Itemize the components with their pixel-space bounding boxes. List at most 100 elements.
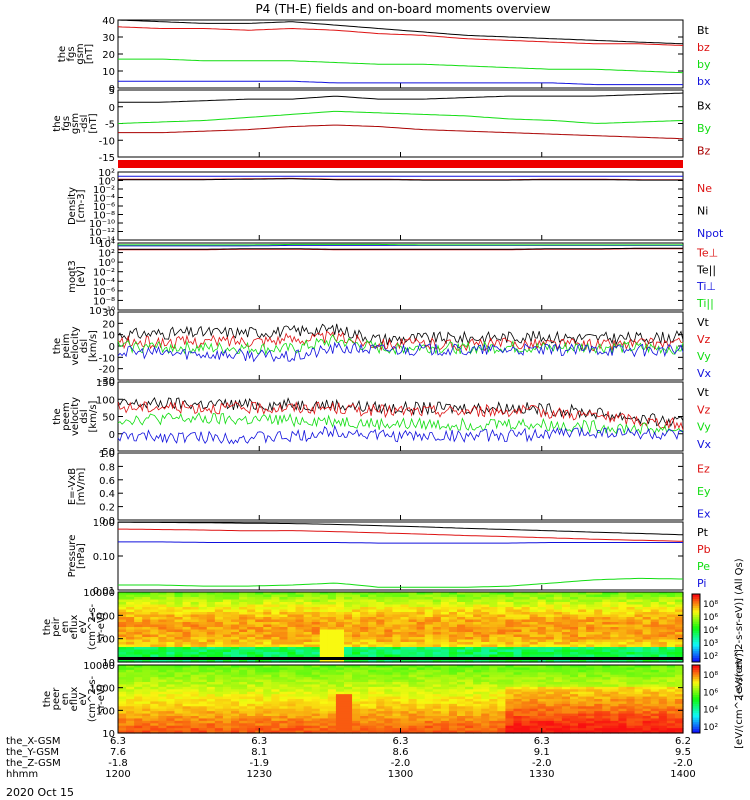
spectro-cell — [626, 594, 636, 598]
spectro-cell — [505, 632, 515, 636]
spectro-cell — [206, 674, 216, 678]
spectro-cell — [231, 612, 240, 616]
spectro-cell — [448, 624, 458, 628]
spectro-cell — [570, 594, 579, 598]
spectro-cell — [222, 684, 232, 688]
spectro-cell — [335, 609, 345, 613]
spectro-cell — [602, 632, 611, 636]
spectro-cell — [279, 617, 289, 621]
spectro-cell — [392, 699, 402, 703]
ylabel-line: fgs — [61, 116, 72, 131]
spectro-cell — [513, 659, 523, 663]
spectro-cell — [126, 607, 135, 611]
spectro-cell — [311, 696, 321, 700]
spectro-cell — [634, 659, 644, 663]
spectro-cell — [658, 699, 668, 703]
spectro-cell — [465, 703, 474, 707]
spectro-cell — [295, 612, 305, 616]
spectro-cell — [166, 706, 176, 710]
spectro-cell — [126, 639, 135, 643]
spectro-cell — [424, 684, 434, 688]
spectro-cell — [626, 599, 636, 603]
spectro-cell — [626, 723, 636, 727]
spectro-cell — [457, 730, 466, 734]
spectro-cell — [424, 602, 434, 606]
spectro-cell — [158, 696, 168, 700]
spectro-cell — [344, 612, 353, 616]
spectro-cell — [408, 627, 418, 631]
spectro-cell — [416, 612, 426, 616]
spectro-cell — [521, 604, 531, 608]
spectro-cell — [392, 716, 402, 720]
spectro-cell — [529, 602, 539, 606]
spectro-cell — [311, 632, 321, 636]
spectro-cell — [271, 642, 281, 646]
spectro-cell — [263, 701, 272, 705]
spectro-cell — [319, 723, 329, 727]
spectro-cell — [239, 689, 248, 693]
spectro-cell — [618, 728, 628, 732]
spectro-cell — [578, 686, 587, 690]
spectro-cell — [674, 696, 684, 700]
spectro-cell — [319, 624, 329, 628]
spectro-cell — [150, 617, 159, 621]
spectro-cell — [158, 730, 168, 734]
spectro-cell — [570, 669, 579, 673]
ytick-label: 10⁰ — [98, 258, 115, 269]
spectro-cell — [521, 682, 531, 686]
spectro-cell — [392, 642, 402, 646]
spectro-cell — [142, 682, 151, 686]
spectro-cell — [150, 654, 159, 658]
spectro-cell — [271, 686, 281, 690]
spectro-cell — [376, 696, 385, 700]
spectro-cell — [489, 614, 498, 618]
spectro-cell — [166, 694, 176, 698]
spectro-cell — [295, 602, 305, 606]
spectro-cell — [279, 708, 289, 712]
ytick-label: 0 — [109, 103, 115, 114]
spectro-cell — [416, 672, 426, 676]
spectro-cell — [674, 612, 684, 616]
spectro-cell — [279, 644, 289, 648]
spectro-cell — [618, 594, 628, 598]
spectro-cell — [473, 592, 482, 596]
spectro-cell — [642, 644, 652, 648]
panel-ylabel: Pressure[nPa] — [67, 535, 87, 578]
spectro-cell — [457, 614, 466, 618]
spectro-cell — [465, 725, 474, 729]
spectro-cell — [586, 716, 595, 720]
spectro-cell — [174, 716, 184, 720]
spectro-cell — [602, 622, 611, 626]
spectro-cell — [465, 642, 474, 646]
spectro-cell — [448, 637, 458, 641]
spectro-cell — [497, 602, 507, 606]
spectro-cell — [311, 691, 321, 695]
spectro-cell — [481, 612, 490, 616]
spectro-cell — [424, 594, 434, 598]
spectro-cell — [521, 597, 531, 601]
spectro-cell — [457, 672, 466, 676]
spectro-cell — [303, 665, 313, 669]
spectro-cell — [376, 708, 385, 712]
spectro-cell — [198, 728, 208, 732]
spectro-cell — [448, 604, 458, 608]
spectro-cell — [392, 594, 402, 598]
spectro-cell — [416, 602, 426, 606]
spectro-cell — [214, 632, 224, 636]
spectro-cell — [650, 723, 660, 727]
spectro-cell — [376, 614, 385, 618]
spectro-cell — [626, 706, 636, 710]
spectro-cell — [561, 617, 571, 621]
spectro-cell — [198, 713, 208, 717]
spectro-cell — [271, 604, 281, 608]
spectro-cell — [344, 694, 353, 698]
spectro-cell — [424, 725, 434, 729]
spectro-cell — [198, 669, 208, 673]
spectro-cell — [118, 728, 127, 732]
spectro-cell — [255, 652, 264, 656]
spectro-cell — [553, 627, 563, 631]
spectro-cell — [521, 637, 531, 641]
spectro-cell — [578, 730, 587, 734]
spectro-cell — [279, 674, 289, 678]
spectro-cell — [182, 703, 192, 707]
